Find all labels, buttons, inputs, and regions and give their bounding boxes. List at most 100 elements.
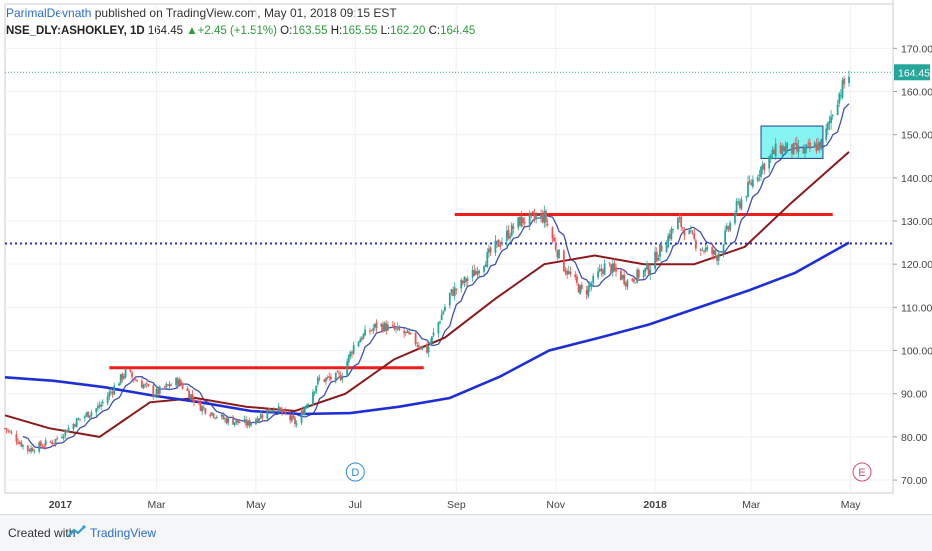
candle-body: [637, 269, 640, 278]
candle-body: [224, 418, 226, 420]
candle-body: [419, 347, 422, 349]
candle-body: [677, 218, 679, 230]
candle-body: [771, 149, 774, 155]
candle-body: [362, 334, 365, 339]
candle-body: [603, 263, 606, 275]
candle-body: [533, 214, 536, 219]
candle-body: [737, 201, 740, 203]
candle-body: [517, 217, 520, 228]
candle-body: [646, 263, 648, 270]
candle-body: [215, 416, 218, 418]
candle-body: [176, 378, 179, 386]
candle-body: [255, 419, 257, 425]
candle-body: [61, 437, 63, 439]
price-tick-label: 140.00: [901, 173, 932, 185]
low-value: 162.20: [390, 25, 426, 37]
candle-body: [313, 391, 316, 394]
candle-body: [373, 323, 376, 328]
candle-body: [751, 179, 754, 187]
candle-body: [843, 78, 846, 85]
candle-body: [758, 174, 761, 176]
candle-body: [703, 250, 705, 252]
candle-body: [395, 328, 397, 330]
tradingview-link[interactable]: TradingView: [90, 526, 157, 540]
candle-body: [831, 115, 834, 117]
candle-body: [474, 271, 477, 275]
candle-body: [416, 345, 419, 347]
time-axis[interactable]: 2017 Mar May Jul Sep Nov 2018 Mar May: [49, 499, 862, 511]
candle-body: [711, 247, 714, 254]
candle-body: [600, 268, 603, 272]
candle-body: [204, 408, 207, 414]
price-chart[interactable]: 170.00 160.00 150.00 140.00 130.00 120.00 110.…: [0, 0, 932, 514]
candle-body: [380, 323, 383, 327]
time-tick-label: Mar: [147, 499, 166, 511]
candles: [4, 70, 850, 455]
candle-body: [781, 146, 784, 155]
sma-short-line: [22, 103, 850, 449]
candle-body: [272, 409, 275, 411]
candle-body: [769, 154, 772, 159]
candle-body: [452, 289, 454, 296]
candle-body: [403, 330, 406, 334]
candle-body: [592, 275, 595, 284]
candle-body: [562, 250, 565, 272]
candle-body: [608, 262, 611, 264]
candle-body: [649, 269, 652, 275]
candle-body: [691, 232, 694, 234]
candle-body: [556, 250, 559, 258]
candle-body: [792, 143, 795, 155]
candle-body: [523, 221, 526, 224]
candle-body: [284, 410, 287, 414]
candle-body: [706, 246, 709, 250]
price-tick-label: 80.00: [901, 432, 927, 444]
candle-body: [170, 384, 173, 386]
candle-body: [497, 239, 500, 247]
symbol-label: NSE_DLY:ASHOKLEY, 1D: [6, 25, 145, 37]
candle-body: [67, 427, 70, 432]
publish-info: published on TradingView.com, May 01, 20…: [94, 6, 397, 20]
candle-body: [214, 417, 217, 419]
candle-body: [409, 333, 412, 335]
candle-body: [259, 414, 262, 419]
price-axis[interactable]: 170.00 160.00 150.00 140.00 130.00 120.00 110.…: [893, 43, 932, 487]
candle-body: [167, 384, 169, 386]
candle-body: [665, 245, 668, 253]
candle-body: [683, 229, 686, 236]
candle-body: [261, 415, 264, 418]
candle-body: [157, 388, 160, 394]
candle-body: [670, 228, 673, 240]
candle-body: [90, 412, 93, 416]
candle-body: [62, 436, 65, 439]
author-link[interactable]: ParimalDevnath: [6, 6, 92, 20]
candle-body: [567, 270, 570, 274]
candle-body: [437, 322, 440, 334]
candle-body: [123, 376, 125, 379]
candle-body: [4, 428, 6, 430]
candle-body: [26, 445, 29, 452]
drawn-lines[interactable]: [5, 71, 893, 370]
candle-body: [518, 216, 521, 226]
candle-body: [248, 419, 251, 426]
candle-body: [553, 237, 555, 242]
candle-body: [657, 258, 660, 261]
candle-body: [585, 290, 588, 295]
candle-body: [212, 413, 215, 418]
candle-body: [807, 143, 810, 145]
candle-body: [124, 368, 127, 378]
candle-body: [494, 240, 497, 253]
candle-body: [471, 269, 474, 278]
candle-body: [444, 306, 446, 311]
candle-body: [277, 406, 280, 412]
last-price-badge-text: 164.45: [898, 67, 930, 79]
candle-body: [250, 423, 252, 426]
candle-body: [750, 182, 753, 185]
candle-body: [430, 336, 433, 343]
candle-body: [49, 441, 52, 443]
candle-body: [636, 269, 639, 283]
candle-body: [551, 227, 554, 239]
price-tick-label: 150.00: [901, 130, 932, 142]
candle-body: [360, 337, 363, 340]
candle-body: [113, 385, 116, 395]
